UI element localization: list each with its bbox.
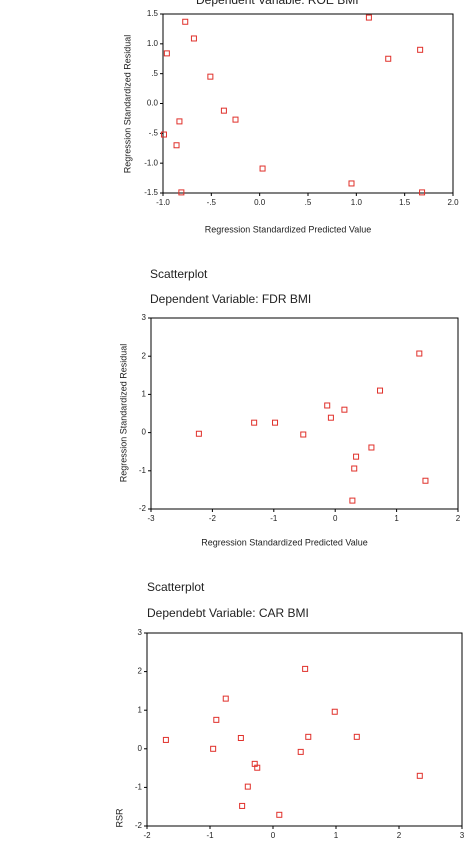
x-tick-label: -2 (143, 831, 151, 840)
y-tick-label: 0 (142, 428, 147, 437)
y-tick-label: -2 (135, 821, 143, 830)
point (327, 414, 334, 421)
y-tick-label: 2 (142, 351, 147, 360)
point (195, 430, 202, 437)
point (416, 350, 423, 357)
point (368, 444, 375, 451)
y-tick-label: -1.0 (144, 158, 158, 167)
y-tick-label: -.5 (149, 128, 159, 137)
y-tick-label: 1.0 (147, 39, 159, 48)
y-tick-label: 1 (138, 705, 143, 714)
x-tick-label: 0 (271, 831, 276, 840)
point (237, 734, 244, 741)
point (351, 465, 358, 472)
point (419, 189, 426, 196)
y-tick-label: 0 (138, 744, 143, 753)
x-tick-label: 2 (456, 514, 461, 523)
y-tick-label: .5 (151, 69, 158, 78)
point (324, 402, 331, 409)
point (422, 477, 429, 484)
y-tick-label: -1 (135, 783, 143, 792)
point (276, 811, 283, 818)
plot-frame (150, 317, 459, 510)
x-axis-label: Regression Standardized Predicted Value (201, 537, 367, 547)
point (163, 50, 170, 57)
point (160, 131, 167, 138)
point (297, 748, 304, 755)
point (232, 116, 239, 123)
point (272, 419, 279, 426)
x-tick-label: 1 (334, 831, 339, 840)
y-tick-label: 0.0 (147, 99, 159, 108)
x-tick-label: 1.0 (351, 198, 363, 207)
x-tick-label: 2 (397, 831, 402, 840)
point (331, 708, 338, 715)
y-tick-label: 3 (138, 628, 143, 637)
x-tick-label: 3 (460, 831, 465, 840)
point (365, 14, 372, 21)
point (259, 165, 266, 172)
y-axis-label: RSR (114, 808, 124, 828)
point (385, 55, 392, 62)
y-tick-label: -1.5 (144, 188, 158, 197)
point (349, 497, 356, 504)
point (213, 716, 220, 723)
y-tick-label: -1 (139, 466, 147, 475)
point (377, 387, 384, 394)
x-tick-label: 1 (394, 514, 399, 523)
x-tick-label: 2.0 (447, 198, 459, 207)
point (244, 783, 251, 790)
point (305, 733, 312, 740)
point (162, 736, 169, 743)
y-axis-label: Regression Standardized Residual (118, 344, 128, 483)
plot-frame (162, 13, 454, 194)
x-tick-label: .5 (305, 198, 312, 207)
x-tick-label: 0 (333, 514, 338, 523)
y-tick-label: 3 (142, 313, 147, 322)
y-tick-label: 1.5 (147, 9, 159, 18)
plot-frame (146, 632, 463, 827)
x-tick-label: -.5 (207, 198, 217, 207)
chart-subtitle: Dependebt Variable: CAR BMI (147, 606, 309, 620)
chart-title: Scatterplot (150, 267, 208, 281)
x-tick-label: -1 (206, 831, 214, 840)
point (300, 431, 307, 438)
point (239, 802, 246, 809)
point (190, 35, 197, 42)
x-axis-label: Regression Standardized Predicted Value (205, 224, 371, 234)
chart-title: Scatterplot (147, 580, 205, 594)
point (222, 695, 229, 702)
point (416, 772, 423, 779)
point (210, 745, 217, 752)
point (254, 764, 261, 771)
point (341, 406, 348, 413)
point (182, 18, 189, 25)
point (353, 453, 360, 460)
point (251, 419, 258, 426)
point (348, 180, 355, 187)
point (353, 733, 360, 740)
point (220, 107, 227, 114)
point (173, 142, 180, 149)
y-axis-label: Regression Standardized Residual (122, 35, 132, 174)
y-tick-label: 2 (138, 667, 143, 676)
x-tick-label: -3 (147, 514, 155, 523)
point (207, 73, 214, 80)
y-tick-label: -2 (139, 504, 147, 513)
point (176, 118, 183, 125)
x-tick-label: -2 (209, 514, 217, 523)
point (302, 665, 309, 672)
x-tick-label: 1.5 (399, 198, 411, 207)
x-tick-label: -1 (270, 514, 278, 523)
chart-subtitle: Dependent Variable: FDR BMI (150, 292, 311, 306)
x-tick-label: -1.0 (156, 198, 170, 207)
chart-title: Dependent Variable: ROE BMI (196, 0, 359, 7)
point (178, 189, 185, 196)
point (417, 46, 424, 53)
x-tick-label: 0.0 (254, 198, 266, 207)
y-tick-label: 1 (142, 390, 147, 399)
